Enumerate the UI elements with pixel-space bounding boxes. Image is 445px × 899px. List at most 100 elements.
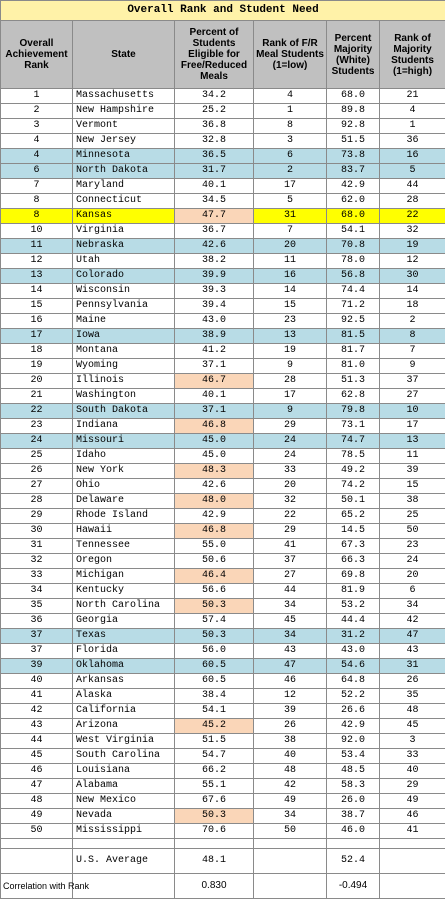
correlation-pct-white: -0.494: [327, 874, 380, 899]
cell-pct-free: 32.8: [175, 134, 254, 149]
cell-pct-free: 54.7: [175, 749, 254, 764]
cell-state: Virginia: [73, 224, 175, 239]
cell-rank-white: 35: [380, 689, 445, 704]
cell-rank-free: 15: [254, 299, 327, 314]
table-title: Overall Rank and Student Need: [1, 1, 445, 21]
cell-rank: 27: [1, 479, 73, 494]
cell-rank-free: 44: [254, 584, 327, 599]
cell-rank-free: 22: [254, 509, 327, 524]
cell-pct-free: 54.1: [175, 704, 254, 719]
cell-pct-white: 64.8: [327, 674, 380, 689]
cell-rank: 7: [1, 179, 73, 194]
cell-pct-white: 49.2: [327, 464, 380, 479]
cell-pct-free: 56.6: [175, 584, 254, 599]
cell-rank: 11: [1, 239, 73, 254]
cell-rank-free: 12: [254, 689, 327, 704]
cell-state: North Dakota: [73, 164, 175, 179]
cell-state: Maine: [73, 314, 175, 329]
cell-pct-free: 40.1: [175, 389, 254, 404]
cell-rank: 1: [1, 89, 73, 104]
us-average-pct-white: 52.4: [327, 849, 380, 874]
cell-rank-free: 28: [254, 374, 327, 389]
cell-rank-free: 43: [254, 644, 327, 659]
cell-pct-white: 68.0: [327, 209, 380, 224]
cell-pct-free: 56.0: [175, 644, 254, 659]
cell-pct-free: 39.3: [175, 284, 254, 299]
cell-rank-white: 6: [380, 584, 445, 599]
header-rank-free: Rank of F/R Meal Students (1=low): [254, 21, 327, 89]
cell-rank-free: 20: [254, 479, 327, 494]
cell-pct-white: 65.2: [327, 509, 380, 524]
cell-pct-white: 81.0: [327, 359, 380, 374]
cell-pct-free: 36.8: [175, 119, 254, 134]
cell-rank-white: 39: [380, 464, 445, 479]
cell-rank-free: 13: [254, 329, 327, 344]
cell-pct-white: 54.1: [327, 224, 380, 239]
cell-pct-white: 51.3: [327, 374, 380, 389]
cell-rank: 23: [1, 419, 73, 434]
cell-rank: 34: [1, 584, 73, 599]
cell-rank-free: 5: [254, 194, 327, 209]
cell-pct-free: 60.5: [175, 659, 254, 674]
cell-rank-free: 9: [254, 404, 327, 419]
cell-pct-white: 62.0: [327, 194, 380, 209]
cell-rank-white: 10: [380, 404, 445, 419]
cell-pct-white: 74.7: [327, 434, 380, 449]
cell-pct-free: 37.1: [175, 359, 254, 374]
correlation-pct-free: 0.830: [175, 874, 254, 899]
cell-rank-free: 39: [254, 704, 327, 719]
header-state: State: [73, 21, 175, 89]
cell-rank: 35: [1, 599, 73, 614]
cell-rank-white: 9: [380, 359, 445, 374]
cell-state: Massachusetts: [73, 89, 175, 104]
cell-state: Tennessee: [73, 539, 175, 554]
cell-rank-free: 14: [254, 284, 327, 299]
cell-rank-white: 17: [380, 419, 445, 434]
cell-state: Vermont: [73, 119, 175, 134]
cell-pct-free: 36.7: [175, 224, 254, 239]
cell-pct-white: 78.0: [327, 254, 380, 269]
cell-pct-free: 50.3: [175, 809, 254, 824]
cell-rank-free: 29: [254, 524, 327, 539]
cell-rank-free: 50: [254, 824, 327, 839]
cell-pct-white: 92.5: [327, 314, 380, 329]
cell-rank-white: 40: [380, 764, 445, 779]
cell-rank-white: 27: [380, 389, 445, 404]
header-pct-white: Percent Majority (White) Students: [327, 21, 380, 89]
cell-state: Ohio: [73, 479, 175, 494]
cell-pct-white: 42.9: [327, 179, 380, 194]
cell-rank-white: 24: [380, 554, 445, 569]
cell-rank: 43: [1, 719, 73, 734]
header-rank-white: Rank of Majority Students (1=high): [380, 21, 445, 89]
cell-pct-white: 14.5: [327, 524, 380, 539]
cell-state: California: [73, 704, 175, 719]
cell-rank-white: 13: [380, 434, 445, 449]
cell-pct-free: 43.0: [175, 314, 254, 329]
cell-rank-free: 41: [254, 539, 327, 554]
cell-state: Georgia: [73, 614, 175, 629]
cell-rank: 13: [1, 269, 73, 284]
cell-pct-white: 38.7: [327, 809, 380, 824]
cell-rank: 2: [1, 104, 73, 119]
cell-pct-free: 38.9: [175, 329, 254, 344]
cell-rank-white: 16: [380, 149, 445, 164]
cell-rank: 46: [1, 764, 73, 779]
cell-rank-white: 18: [380, 299, 445, 314]
cell-pct-free: 70.6: [175, 824, 254, 839]
cell-pct-free: 46.7: [175, 374, 254, 389]
cell-pct-free: 48.3: [175, 464, 254, 479]
cell-state: Idaho: [73, 449, 175, 464]
cell-pct-white: 62.8: [327, 389, 380, 404]
